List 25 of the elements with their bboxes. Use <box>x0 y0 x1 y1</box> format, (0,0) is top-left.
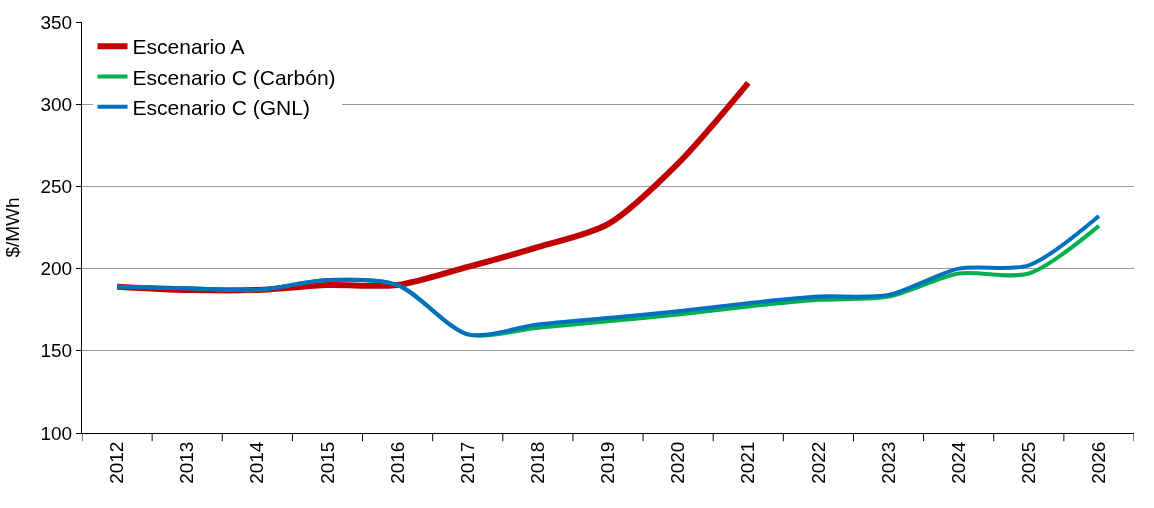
y-tick-label: 200 <box>40 258 73 280</box>
legend-label: Escenario A <box>132 35 245 59</box>
x-tick-label: 2014 <box>246 441 268 484</box>
x-tick-label: 2020 <box>667 441 689 484</box>
x-tick-label: 2024 <box>947 441 969 484</box>
x-tick-label: 2021 <box>737 441 759 484</box>
y-tick-label: 150 <box>40 340 73 362</box>
x-tick-label: 2023 <box>877 441 899 484</box>
x-tick-label: 2012 <box>106 441 128 484</box>
x-tick-label: 2016 <box>386 441 408 484</box>
y-tick-label: 100 <box>40 422 73 444</box>
x-tick-label: 2022 <box>807 441 829 484</box>
x-tick-label: 2018 <box>527 441 549 484</box>
y-axis-title: $/MWh <box>2 197 24 258</box>
y-tick-label: 300 <box>40 93 73 115</box>
x-tick-label: 2019 <box>597 441 619 484</box>
y-tick-label: 250 <box>40 176 73 198</box>
x-tick-label: 2026 <box>1088 441 1110 484</box>
y-tick-label: 350 <box>40 11 73 33</box>
x-tick-label: 2013 <box>176 441 198 484</box>
x-tick-label: 2017 <box>456 441 478 484</box>
legend-label: Escenario C (GNL) <box>132 96 310 120</box>
legend-label: Escenario C (Carbón) <box>132 65 336 89</box>
x-tick-label: 2025 <box>1017 441 1039 484</box>
x-tick-label: 2015 <box>316 441 338 484</box>
